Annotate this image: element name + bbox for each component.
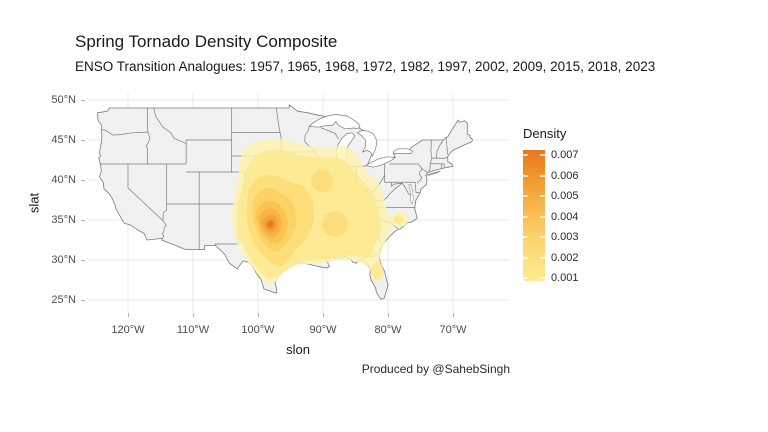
x-tick-mark	[128, 313, 129, 317]
y-tick-label: 25°N	[51, 294, 76, 306]
y-tick-mark	[81, 140, 85, 141]
lake-huron	[357, 130, 377, 156]
y-tick-label: 30°N	[51, 254, 76, 266]
x-tick-label: 110°W	[176, 324, 210, 336]
legend-label: 0.003	[551, 231, 579, 243]
x-tick-mark	[258, 313, 259, 317]
y-tick-mark	[81, 300, 85, 301]
legend-tick-notch	[540, 154, 545, 156]
lake-erie	[366, 157, 395, 167]
chart-subtitle: ENSO Transition Analogues: 1957, 1965, 1…	[75, 59, 656, 74]
y-tick-label: 45°N	[51, 134, 76, 146]
legend-tick-notch	[523, 215, 528, 218]
x-tick-mark	[193, 313, 194, 317]
legend-tick-notch	[540, 215, 545, 218]
density-patch-mississippi-alabama	[321, 211, 348, 237]
legend-tick-notch	[540, 174, 545, 177]
caption: Produced by @SahebSingh	[361, 362, 510, 376]
y-tick-label: 40°N	[51, 174, 76, 186]
legend-tick-notch	[540, 277, 545, 279]
legend-tick-notch	[523, 174, 528, 177]
density-patch-nc-inner	[393, 214, 405, 224]
x-tick-mark	[323, 313, 324, 317]
lake-ontario	[393, 149, 413, 154]
legend-tick-notch	[540, 195, 545, 197]
long-island	[427, 171, 441, 175]
x-tick-label: 90°W	[309, 324, 337, 336]
density-band-10-peak	[268, 222, 272, 226]
legend-label: 0.005	[551, 190, 579, 202]
legend-tick-notch	[523, 277, 528, 279]
x-tick-label: 120°W	[111, 324, 145, 336]
density-patch-florida	[371, 261, 384, 281]
legend-label: 0.006	[551, 169, 579, 182]
x-tick-mark	[388, 313, 389, 317]
y-tick-mark	[81, 180, 85, 181]
legend-colorbar	[523, 150, 545, 281]
legend-label: 0.007	[551, 149, 579, 161]
plot-panel	[86, 93, 510, 313]
y-tick-label: 35°N	[51, 214, 76, 226]
x-tick-label: 70°W	[439, 324, 467, 336]
legend-tick-notch	[523, 256, 528, 259]
map-svg	[86, 93, 510, 313]
chart-title: Spring Tornado Density Composite	[75, 32, 338, 51]
x-tick-mark	[453, 313, 454, 317]
x-axis-title: slon	[286, 342, 310, 357]
legend-label: 0.004	[551, 210, 579, 223]
legend-tick-notch	[523, 236, 528, 238]
y-tick-mark	[81, 100, 85, 101]
legend-tick-notch	[540, 236, 545, 238]
x-tick-label: 100°W	[241, 324, 275, 336]
legend-label: 0.001	[551, 272, 579, 284]
y-tick-label: 50°N	[51, 94, 76, 106]
legend-title: Density	[523, 126, 567, 141]
x-tick-label: 80°W	[374, 324, 402, 336]
legend-label: 0.002	[551, 251, 579, 264]
y-tick-mark	[81, 220, 85, 221]
legend-tick-notch	[523, 154, 528, 156]
legend-tick-notch	[540, 256, 545, 259]
y-axis-title: slat	[26, 192, 42, 214]
density-patch-illinois	[311, 169, 334, 192]
density-layer	[231, 138, 409, 285]
legend-tick-notch	[523, 195, 528, 197]
y-tick-mark	[81, 260, 85, 261]
chesapeake-bay	[409, 184, 414, 204]
lake-superior	[309, 114, 360, 128]
